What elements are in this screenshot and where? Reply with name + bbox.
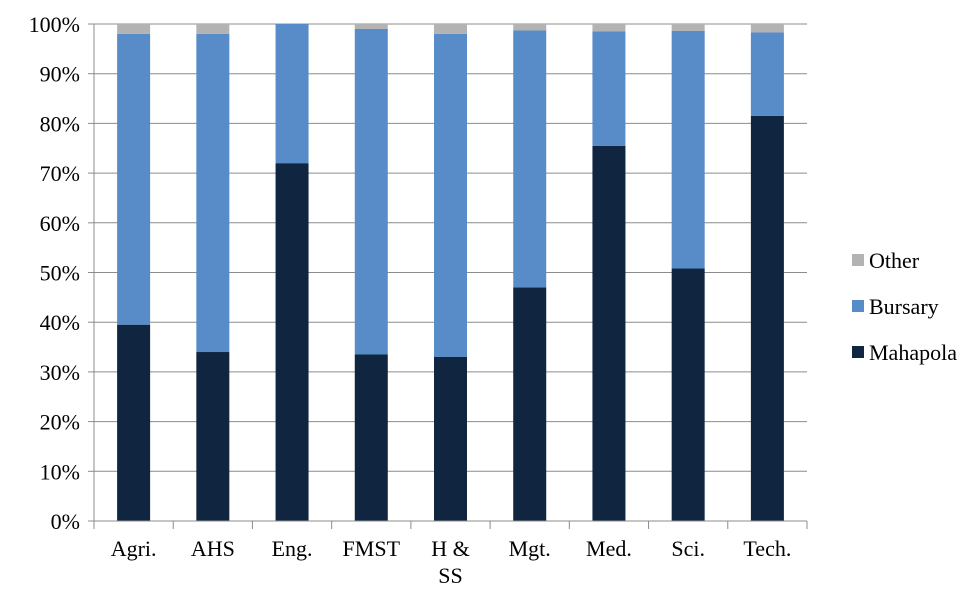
y-tick-label: 80% <box>40 111 80 136</box>
bar-segment-bursary-med <box>592 31 625 145</box>
bar-segment-mahapola-tech <box>751 116 784 521</box>
bar-segment-mahapola-sci <box>672 269 705 521</box>
y-tick-label: 40% <box>40 310 80 335</box>
y-tick-label: 60% <box>40 211 80 236</box>
legend-swatch-bursary <box>852 300 864 312</box>
bar-segment-mahapola-fmst <box>355 355 388 521</box>
x-tick-label: H & SS <box>431 536 470 588</box>
x-tick-label: FMST <box>343 536 401 561</box>
y-tick-label: 30% <box>40 360 80 385</box>
bar-segment-other-agri <box>117 24 150 34</box>
y-tick-label: 20% <box>40 410 80 435</box>
y-tick-label: 90% <box>40 62 80 87</box>
bar-segment-other-ahs <box>196 24 229 34</box>
x-tick-label: Sci. <box>671 536 705 561</box>
bar-segment-mahapola-med <box>592 146 625 521</box>
bar-segment-other-sci <box>672 24 705 31</box>
x-tick-label: Mgt. <box>509 536 551 561</box>
bar-segment-mahapola-mgt <box>513 287 546 521</box>
y-tick-label: 0% <box>51 509 80 534</box>
x-tick-label: Tech. <box>743 536 791 561</box>
x-tick-label: Med. <box>586 536 632 561</box>
bar-segment-mahapola-ahs <box>196 352 229 521</box>
legend-swatch-mahapola <box>852 346 864 358</box>
x-tick-label: Eng. <box>272 536 313 561</box>
bar-segment-bursary-tech <box>751 32 784 115</box>
bar-segment-bursary-eng <box>276 24 309 163</box>
bar-segment-other-med <box>592 24 625 31</box>
bar-segment-other-fmst <box>355 24 388 29</box>
bar-segment-mahapola-eng <box>276 163 309 521</box>
y-tick-label: 100% <box>29 12 80 37</box>
legend-label-mahapola: Mahapola <box>869 340 957 365</box>
bars <box>117 24 784 521</box>
bar-segment-bursary-fmst <box>355 29 388 355</box>
y-tick-label: 10% <box>40 459 80 484</box>
bar-segment-mahapola-agri <box>117 325 150 521</box>
x-tick-label: Agri. <box>111 536 157 561</box>
legend-label-other: Other <box>869 248 920 273</box>
y-tick-label: 50% <box>40 261 80 286</box>
y-tick-label: 70% <box>40 161 80 186</box>
bar-segment-bursary-agri <box>117 34 150 325</box>
bar-segment-bursary-mgt <box>513 30 546 287</box>
bar-segment-mahapola-h-ss <box>434 357 467 521</box>
bar-segment-bursary-sci <box>672 31 705 269</box>
legend-label-bursary: Bursary <box>869 294 939 319</box>
bar-segment-other-h-ss <box>434 24 467 34</box>
legend-swatch-other <box>852 254 864 266</box>
bar-segment-bursary-h-ss <box>434 34 467 357</box>
legend: Other Bursary Mahapola <box>852 248 957 365</box>
bar-segment-other-tech <box>751 24 784 32</box>
bar-segment-bursary-ahs <box>196 34 229 352</box>
bar-segment-other-mgt <box>513 24 546 30</box>
x-tick-label: AHS <box>191 536 235 561</box>
